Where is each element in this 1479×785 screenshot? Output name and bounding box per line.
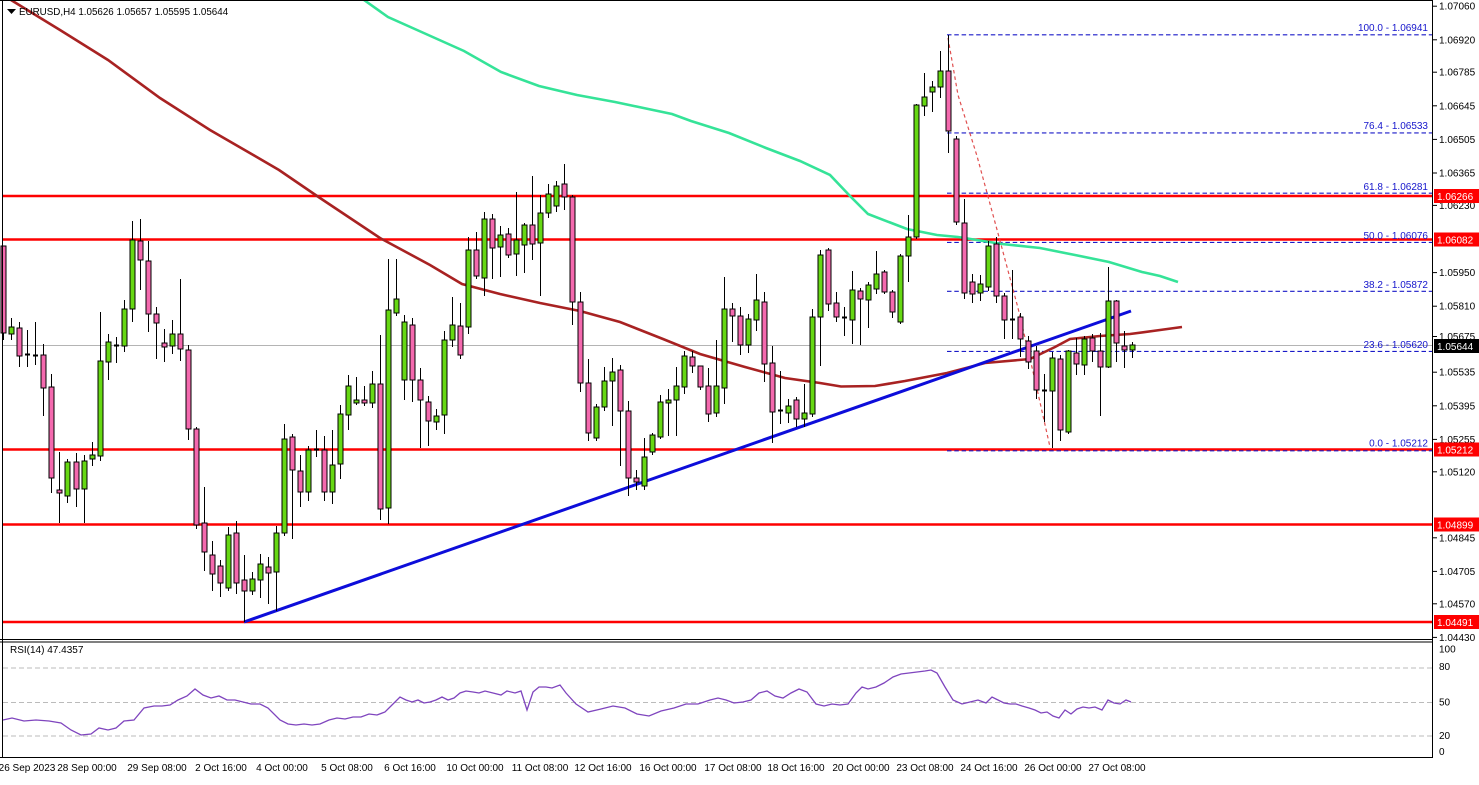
svg-text:1.05950: 1.05950 — [1439, 268, 1476, 279]
svg-text:1.06785: 1.06785 — [1439, 68, 1476, 79]
svg-text:50.0 - 1.06076: 50.0 - 1.06076 — [1364, 231, 1429, 242]
svg-text:26 Oct 00:00: 26 Oct 00:00 — [1024, 763, 1082, 774]
svg-text:5 Oct 08:00: 5 Oct 08:00 — [321, 763, 373, 774]
svg-text:26 Sep 2023: 26 Sep 2023 — [0, 763, 56, 774]
svg-text:1.06645: 1.06645 — [1439, 101, 1476, 112]
svg-text:76.4 - 1.06533: 76.4 - 1.06533 — [1364, 121, 1429, 132]
svg-text:1.04570: 1.04570 — [1439, 599, 1476, 610]
svg-text:1.05675: 1.05675 — [1439, 332, 1476, 343]
svg-text:23.6 - 1.05620: 23.6 - 1.05620 — [1364, 340, 1429, 351]
svg-text:1.04845: 1.04845 — [1439, 533, 1476, 544]
svg-text:1.06505: 1.06505 — [1439, 135, 1476, 146]
svg-text:1.04430: 1.04430 — [1439, 633, 1476, 644]
svg-text:1.06266: 1.06266 — [1437, 192, 1474, 203]
svg-text:17 Oct 08:00: 17 Oct 08:00 — [704, 763, 762, 774]
svg-text:80: 80 — [1439, 662, 1451, 673]
svg-text:RSI(14) 47.4357: RSI(14) 47.4357 — [10, 645, 84, 656]
svg-text:16 Oct 00:00: 16 Oct 00:00 — [639, 763, 697, 774]
svg-text:1.06365: 1.06365 — [1439, 169, 1476, 180]
svg-text:1.05644: 1.05644 — [1437, 342, 1474, 353]
svg-text:11 Oct 08:00: 11 Oct 08:00 — [512, 763, 569, 774]
svg-text:1.06230: 1.06230 — [1439, 201, 1476, 212]
svg-text:1.05395: 1.05395 — [1439, 401, 1476, 412]
svg-text:20: 20 — [1439, 731, 1451, 742]
svg-text:1.04705: 1.04705 — [1439, 567, 1476, 578]
svg-text:0.0 - 1.05212: 0.0 - 1.05212 — [1369, 439, 1428, 450]
svg-text:23 Oct 08:00: 23 Oct 08:00 — [896, 763, 954, 774]
svg-text:1.05212: 1.05212 — [1437, 446, 1474, 457]
svg-text:1.06082: 1.06082 — [1437, 236, 1474, 247]
svg-text:2 Oct 16:00: 2 Oct 16:00 — [195, 763, 247, 774]
svg-text:EURUSD,H4 1.05626 1.05657 1.0: EURUSD,H4 1.05626 1.05657 1.05595 1.0564… — [19, 7, 229, 18]
svg-text:18 Oct 16:00: 18 Oct 16:00 — [767, 763, 825, 774]
svg-text:1.07060: 1.07060 — [1439, 2, 1476, 13]
svg-text:1.04899: 1.04899 — [1437, 521, 1474, 532]
svg-text:20 Oct 00:00: 20 Oct 00:00 — [832, 763, 890, 774]
svg-text:28 Sep 00:00: 28 Sep 00:00 — [57, 763, 117, 774]
svg-text:29 Sep 08:00: 29 Sep 08:00 — [127, 763, 187, 774]
svg-text:1.05810: 1.05810 — [1439, 302, 1476, 313]
svg-text:6 Oct 16:00: 6 Oct 16:00 — [384, 763, 436, 774]
svg-text:100.0 - 1.06941: 100.0 - 1.06941 — [1358, 23, 1428, 34]
svg-text:50: 50 — [1439, 698, 1451, 709]
svg-text:1.05535: 1.05535 — [1439, 368, 1476, 379]
svg-text:1.04491: 1.04491 — [1437, 618, 1474, 629]
svg-text:12 Oct 16:00: 12 Oct 16:00 — [574, 763, 632, 774]
svg-text:1.06920: 1.06920 — [1439, 35, 1476, 46]
svg-text:0: 0 — [1439, 747, 1445, 758]
svg-text:24 Oct 16:00: 24 Oct 16:00 — [960, 763, 1018, 774]
svg-text:1.05120: 1.05120 — [1439, 467, 1476, 478]
svg-text:10 Oct 00:00: 10 Oct 00:00 — [446, 763, 504, 774]
svg-text:61.8 - 1.06281: 61.8 - 1.06281 — [1364, 182, 1429, 193]
svg-text:1.05255: 1.05255 — [1439, 435, 1476, 446]
svg-text:27 Oct 08:00: 27 Oct 08:00 — [1088, 763, 1146, 774]
svg-text:4 Oct 00:00: 4 Oct 00:00 — [256, 763, 308, 774]
svg-text:38.2 - 1.05872: 38.2 - 1.05872 — [1364, 280, 1429, 291]
svg-text:100: 100 — [1439, 645, 1456, 656]
